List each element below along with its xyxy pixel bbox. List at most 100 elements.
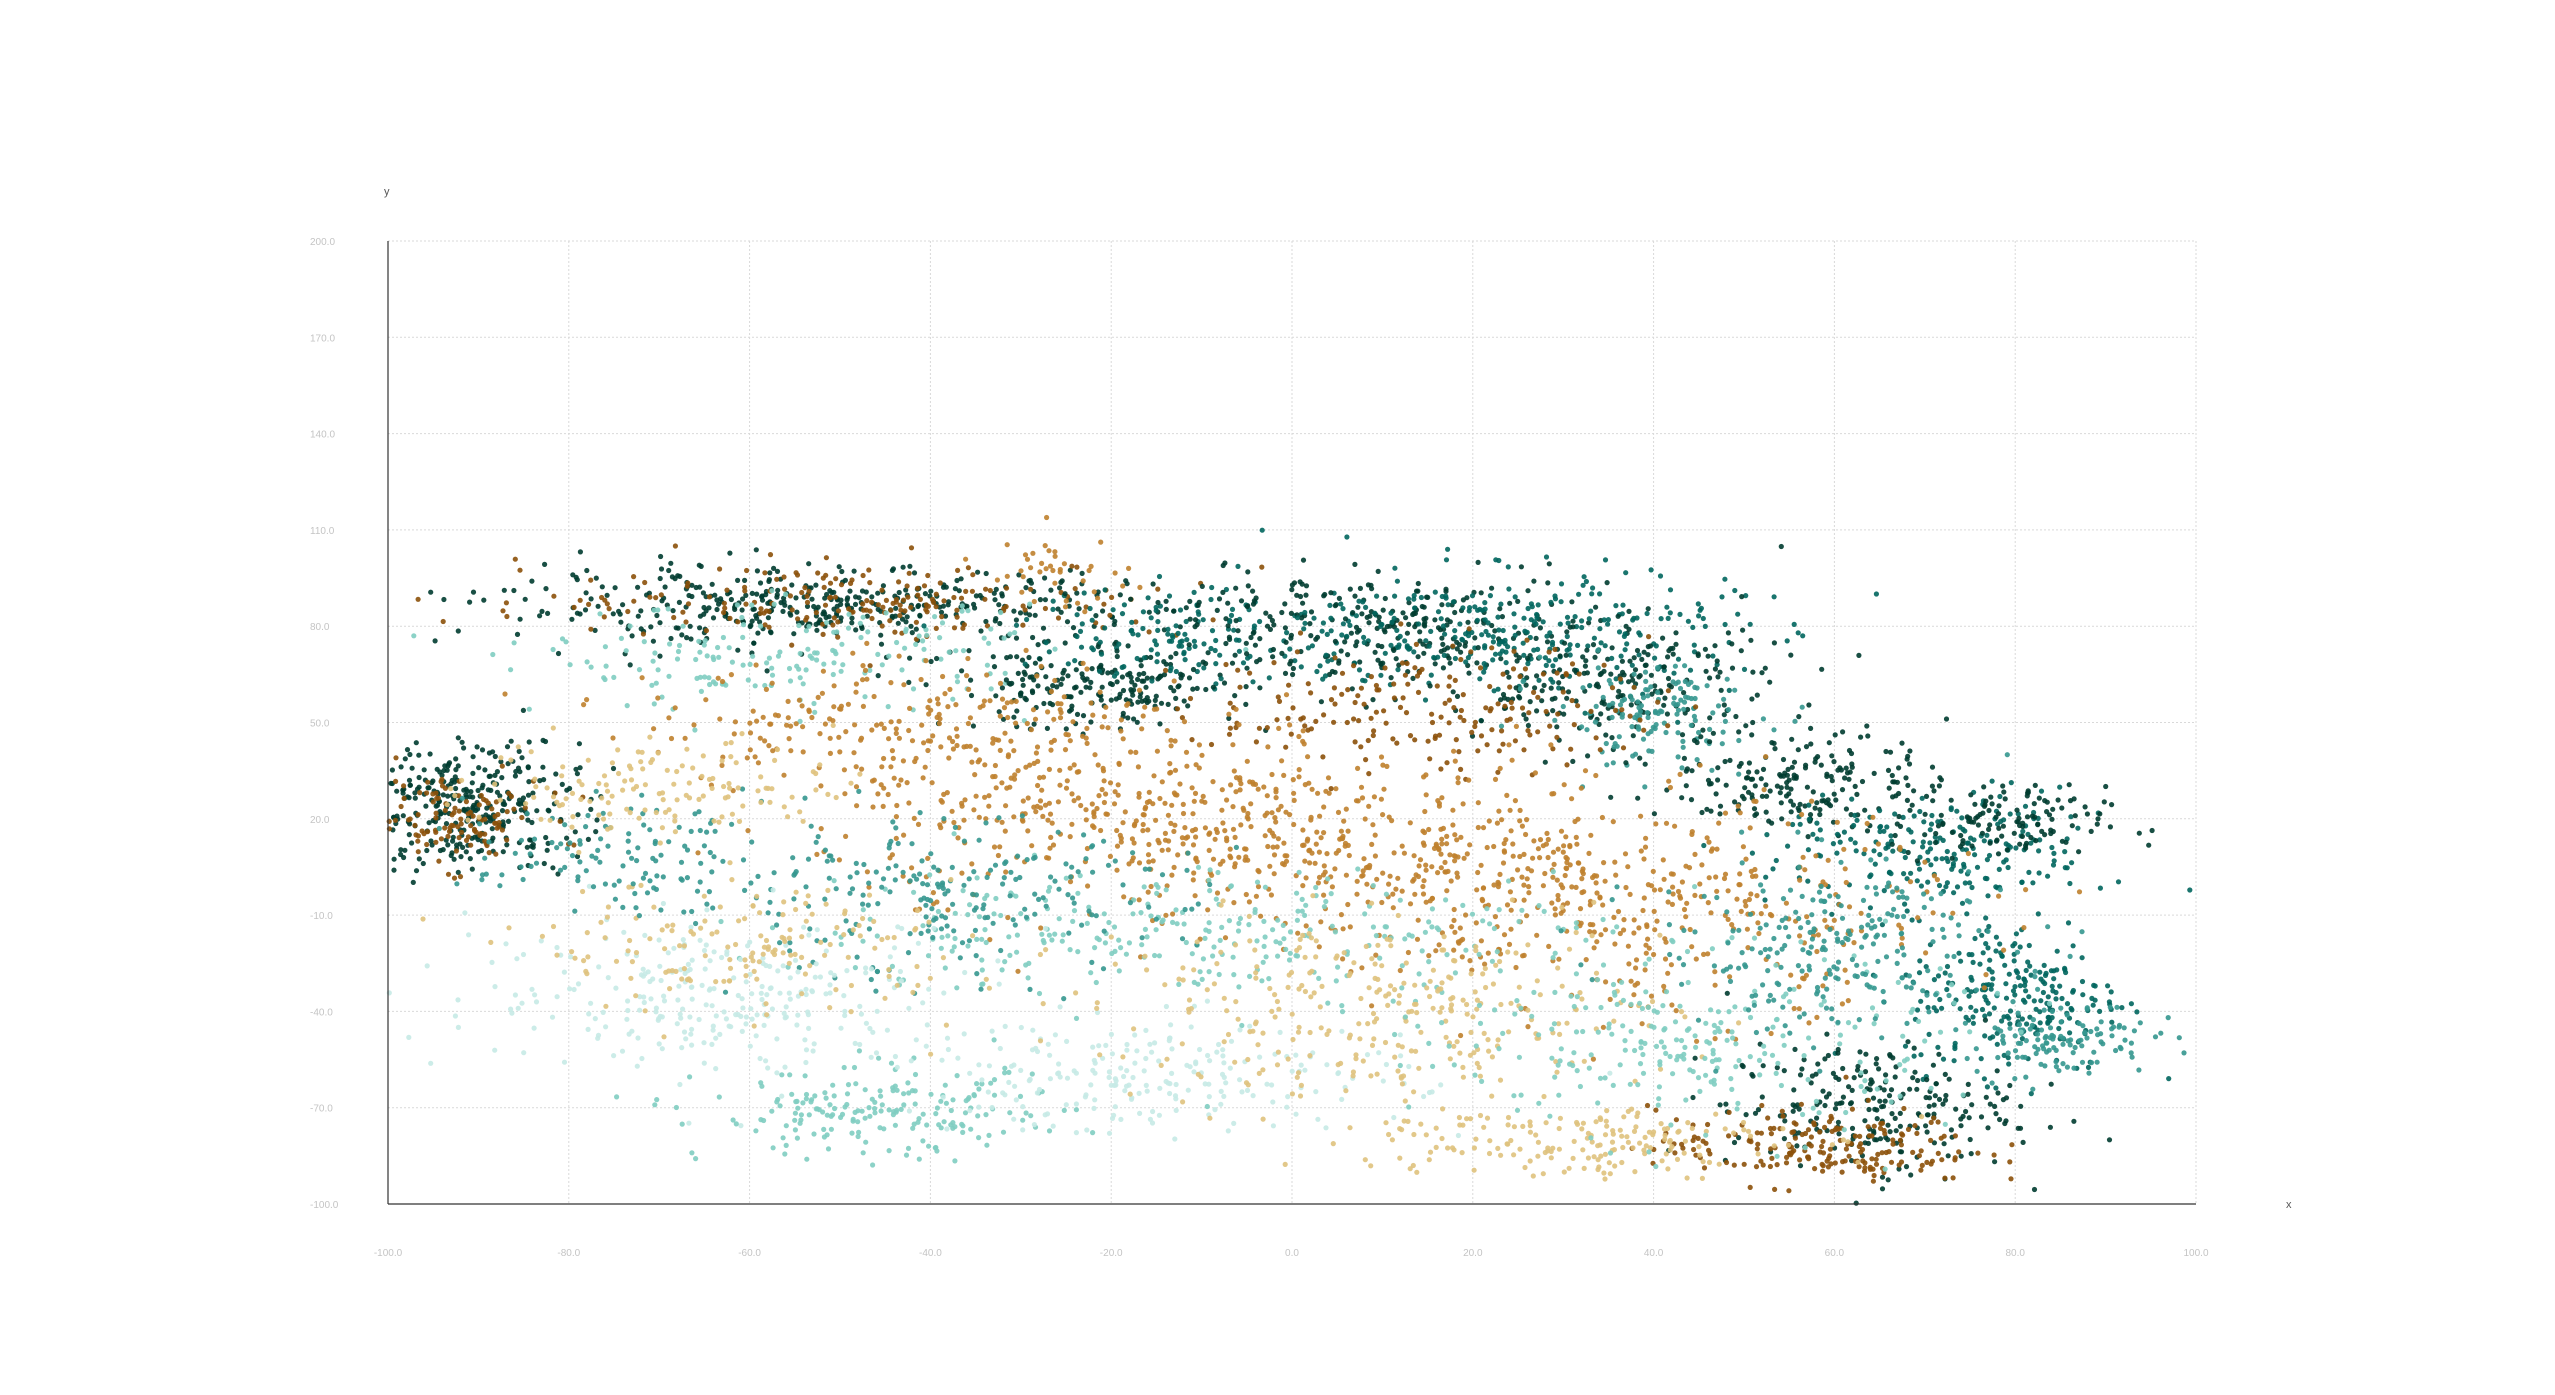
- scatter-point: [1521, 851, 1527, 858]
- scatter-point: [1284, 630, 1290, 636]
- scatter-point: [1780, 1113, 1786, 1119]
- scatter-point: [1163, 598, 1169, 604]
- scatter-point: [1799, 704, 1805, 710]
- scatter-point: [559, 636, 566, 642]
- scatter-point: [1792, 718, 1798, 724]
- scatter-point: [763, 592, 769, 598]
- scatter-point: [807, 653, 813, 659]
- scatter-point: [939, 614, 945, 620]
- scatter-point: [1896, 813, 1902, 820]
- scatter-point: [1894, 779, 1900, 785]
- scatter-point: [1079, 570, 1085, 577]
- scatter-point: [1679, 795, 1685, 801]
- scatter-point: [971, 807, 977, 813]
- scatter-point: [1120, 736, 1126, 742]
- scatter-point: [1759, 1094, 1765, 1100]
- scatter-point: [921, 740, 927, 746]
- scatter-point: [1736, 1135, 1742, 1141]
- scatter-point: [845, 595, 851, 601]
- scatter-point: [1555, 892, 1561, 899]
- scatter-point: [1601, 662, 1607, 668]
- scatter-point: [1504, 669, 1510, 676]
- scatter-point: [1098, 827, 1104, 834]
- scatter-point: [1282, 625, 1288, 631]
- scatter-point: [1655, 689, 1661, 696]
- scatter-point: [1560, 689, 1566, 695]
- scatter-point: [1054, 684, 1060, 690]
- scatter-point: [1038, 805, 1044, 811]
- scatter-point: [903, 619, 909, 625]
- scatter-point: [1196, 662, 1202, 668]
- scatter-point: [1642, 669, 1649, 675]
- scatter-point: [747, 730, 754, 736]
- scatter-point: [571, 842, 577, 848]
- scatter-point: [1929, 783, 1935, 789]
- scatter-point: [1874, 1056, 1880, 1062]
- scatter-point: [2037, 1009, 2043, 1015]
- scatter-point: [1271, 871, 1277, 877]
- scatter-point: [473, 807, 479, 814]
- scatter-point: [1952, 1133, 1958, 1139]
- scatter-point: [901, 832, 907, 838]
- scatter-point: [1708, 781, 1714, 787]
- scatter-point: [1954, 808, 1960, 814]
- scatter-point: [1914, 1007, 1921, 1013]
- scatter-point: [903, 587, 909, 593]
- scatter-point: [550, 646, 556, 653]
- scatter-point: [1163, 667, 1169, 674]
- scatter-point: [1271, 833, 1277, 839]
- scatter-point: [1539, 688, 1545, 694]
- scatter-point: [1763, 754, 1769, 760]
- scatter-point: [526, 779, 532, 785]
- scatter-point: [1407, 820, 1413, 826]
- scatter-point: [897, 602, 903, 608]
- scatter-point: [1680, 738, 1686, 745]
- scatter-point: [1598, 711, 1604, 717]
- scatter-point: [2088, 1060, 2095, 1066]
- scatter-point: [1243, 701, 1249, 708]
- scatter-point: [492, 772, 498, 779]
- scatter-point: [831, 660, 837, 666]
- scatter-point: [2097, 1008, 2103, 1015]
- scatter-point: [1556, 680, 1562, 686]
- scatter-point: [1489, 727, 1495, 733]
- scatter-point: [803, 628, 810, 634]
- scatter-point: [827, 580, 834, 586]
- scatter-point: [1294, 615, 1301, 621]
- scatter-point: [1648, 728, 1654, 735]
- scatter-point: [1482, 600, 1488, 606]
- scatter-point: [1870, 1178, 1876, 1184]
- scatter-point: [1747, 825, 1753, 831]
- scatter-point: [1509, 705, 1515, 711]
- scatter-point: [783, 591, 789, 598]
- scatter-point: [1673, 641, 1679, 647]
- scatter-point: [1770, 866, 1776, 872]
- scatter-point: [625, 608, 631, 615]
- scatter-point: [2051, 850, 2057, 857]
- scatter-point: [1603, 740, 1609, 747]
- scatter-point: [1055, 615, 1062, 621]
- scatter-point: [814, 851, 820, 858]
- scatter-point: [816, 619, 822, 625]
- scatter-point: [1959, 900, 1966, 906]
- scatter-point: [1872, 1106, 1878, 1112]
- scatter-point: [1645, 606, 1651, 612]
- scatter-point: [1753, 1164, 1760, 1170]
- scatter-point: [642, 579, 648, 586]
- scatter-point: [1107, 780, 1114, 786]
- scatter-point: [1024, 720, 1030, 727]
- scatter-point: [1811, 1122, 1817, 1128]
- scatter-point: [1984, 832, 1990, 838]
- scatter-point: [1673, 681, 1679, 687]
- scatter-point: [788, 723, 794, 729]
- scatter-point: [1549, 642, 1556, 648]
- scatter-point: [1244, 665, 1250, 671]
- scatter-point: [890, 600, 896, 607]
- scatter-point: [594, 817, 600, 823]
- scatter-point: [1432, 661, 1438, 667]
- scatter-point: [774, 568, 781, 575]
- scatter-point: [722, 605, 728, 611]
- scatter-point: [1629, 697, 1635, 703]
- scatter-point: [1529, 604, 1535, 610]
- scatter-point: [896, 735, 903, 741]
